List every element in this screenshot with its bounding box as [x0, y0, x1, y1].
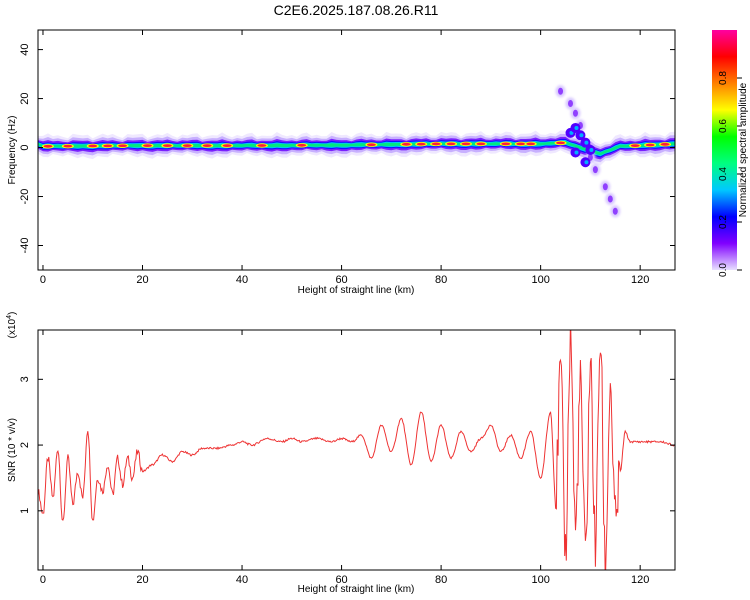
spectrogram-spread-blob [602, 183, 608, 191]
snr-x-tick-label: 80 [435, 574, 447, 586]
snr-series-line [38, 330, 675, 570]
spectrogram-hot-spot [202, 144, 212, 147]
spectrogram-spread-blob [558, 87, 564, 95]
spectrogram-image [38, 85, 675, 218]
snr-frame [37, 329, 676, 571]
spectrogram-hot-spot [103, 144, 113, 148]
snr-x-tick-label: 60 [335, 574, 347, 586]
spectrogram-hot-spot [501, 142, 511, 146]
spectrogram-panel: 0 20 40 60 80 100 120 -40 -20 0 20 40 Height of st… [7, 29, 676, 296]
colorbar-ticks: 0.0 0.2 0.4 0.6 0.8 [718, 71, 742, 277]
spectrogram-spread-blob [612, 207, 618, 215]
snr-x-label: Height of straight line (km) [298, 584, 415, 595]
snr-y-tick-label: 3 [19, 376, 31, 382]
spectrogram-hot-spot [182, 144, 192, 147]
spectrogram-x-tick-label: 120 [631, 274, 649, 286]
spectrogram-x-tick-label: 100 [531, 274, 549, 286]
spectrogram-y-tick-label: 40 [19, 43, 31, 55]
colorbar-tick-label: 0.2 [718, 215, 729, 229]
snr-x-tick-label: 0 [40, 574, 46, 586]
spectrogram-hot-spot [162, 144, 172, 147]
colorbar-label: Normalized spectral amplitude [738, 82, 749, 217]
snr-scale-base: (x10 [7, 318, 18, 338]
snr-y-ticks: 1 2 3 [19, 376, 675, 514]
snr-x-tick-label: 40 [236, 574, 248, 586]
spectrogram-hot-spot [630, 144, 640, 148]
spectrogram-y-ticks: -40 -20 0 20 40 [19, 43, 675, 253]
spectrogram-hot-spot [63, 144, 73, 148]
spectrogram-x-tick-label: 60 [335, 274, 347, 286]
spectrogram-hot-spot [297, 143, 307, 147]
colorbar-tick-label: 0.4 [718, 167, 729, 181]
spectrogram-cluster-core [584, 140, 589, 145]
spectrogram-hot-spot [476, 142, 486, 146]
colorbar-tick-label: 0.6 [718, 119, 729, 133]
svg-text:(x104): (x104) [6, 312, 18, 339]
spectrogram-cluster-core [574, 125, 579, 130]
spectrogram-spread-blob [572, 109, 578, 117]
spectrogram-frame [37, 29, 676, 271]
spectrogram-hot-spot [556, 141, 566, 145]
colorbar-tick-label: 0.0 [718, 263, 729, 277]
snr-x-tick-label: 20 [136, 574, 148, 586]
spectrogram-spread-blob [592, 166, 598, 174]
spectrogram-cluster-core [574, 150, 579, 155]
spectrogram-y-tick-label: 0 [19, 144, 31, 150]
spectrogram-hot-spot [257, 144, 267, 147]
spectrogram-hot-spot [222, 144, 232, 147]
snr-x-ticks: 0 20 40 60 80 100 120 [40, 330, 649, 586]
spectrogram-hot-spot [88, 144, 98, 148]
colorbar: 0.0 0.2 0.4 0.6 0.8 Normalized spectral ampl… [712, 30, 749, 277]
colorbar-tick-label: 0.8 [718, 71, 729, 85]
snr-y-label: SNR (10 * v/v) [7, 418, 18, 482]
spectrogram-hot-spot [366, 143, 376, 147]
spectrogram-hot-spot [431, 142, 441, 146]
spectrogram-hot-spot [526, 142, 536, 146]
chart-title: C2E6.2025.187.08.26.R11 [274, 2, 439, 18]
snr-y-tick-label: 1 [19, 508, 31, 514]
spectrogram-x-tick-label: 20 [136, 274, 148, 286]
spectrogram-hot-spot [43, 144, 53, 148]
spectrogram-y-tick-label: -40 [19, 238, 31, 254]
spectrogram-y-tick-label: 20 [19, 92, 31, 104]
spectrogram-x-label: Height of straight line (km) [298, 285, 415, 296]
spectrogram-cluster-core [589, 148, 594, 152]
colorbar-gradient [712, 30, 737, 270]
spectrogram-cluster-core [579, 133, 584, 138]
spectrogram-x-tick-label: 0 [40, 274, 46, 286]
spectrogram-y-tick-label: -20 [19, 189, 31, 205]
spectrogram-hot-spot [660, 142, 670, 146]
spectrogram-cluster-core [584, 160, 589, 165]
snr-scale-exp: 4 [6, 315, 13, 319]
spectrogram-hot-spot [461, 142, 471, 146]
spectrogram-hot-spot [401, 142, 411, 146]
spectrogram-hot-spot [118, 144, 128, 148]
spectrogram-x-tick-label: 40 [236, 274, 248, 286]
spectrogram-hot-spot [142, 144, 152, 147]
snr-y-tick-label: 2 [19, 442, 31, 448]
spectrogram-hot-spot [516, 142, 526, 146]
spectrogram-x-tick-label: 80 [435, 274, 447, 286]
snr-panel: 0 20 40 60 80 100 120 1 2 3 Height of straight l… [6, 312, 676, 595]
spectrogram-hot-spot [446, 142, 456, 146]
spectrogram-spread-blob [607, 195, 613, 203]
spectrogram-hot-spot [416, 142, 426, 146]
spectrogram-hot-spot [645, 143, 655, 147]
snr-scale-label: (x104) [6, 312, 18, 339]
spectrogram-y-label: Frequency (Hz) [7, 116, 18, 185]
snr-x-tick-label: 120 [631, 574, 649, 586]
snr-x-tick-label: 100 [531, 574, 549, 586]
spectrogram-x-ticks: 0 20 40 60 80 100 120 [40, 30, 649, 286]
spectrogram-spread-blob [567, 99, 573, 107]
